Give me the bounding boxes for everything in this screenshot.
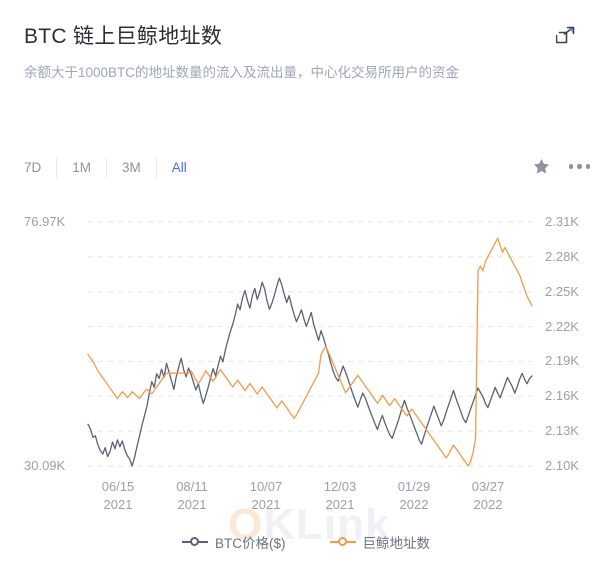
legend-item-btc-price[interactable]: BTC价格($) — [182, 532, 286, 552]
legend-marker-icon — [329, 536, 356, 548]
x-axis-labels: 06/15 2021 08/11 2021 10/07 2021 12/03 2021 01/2… — [0, 478, 612, 524]
x-axis-tick-date: 06/15 — [101, 479, 135, 494]
external-link-icon[interactable] — [556, 26, 576, 46]
star-icon[interactable] — [532, 157, 551, 176]
page-subtitle: 余额大于1000BTC的地址数量的流入及流出量，中心化交易所用户的资金 — [24, 65, 460, 80]
legend-dot — [337, 537, 347, 546]
card-tools — [532, 157, 590, 176]
x-axis-tick-year: 2021 — [325, 497, 355, 512]
chart-legend: BTC价格($) 巨鲸地址数 — [0, 532, 612, 552]
tab-3m[interactable]: 3M — [106, 158, 156, 178]
chart-plot-area: OKLink — [0, 200, 612, 549]
y-axis-right-tick: 2.25K — [545, 283, 579, 299]
x-axis-tick: 03/27 2022 — [458, 478, 518, 514]
x-axis-tick-year: 2022 — [399, 497, 429, 512]
y-axis-right-tick: 2.16K — [545, 388, 579, 404]
dot — [568, 164, 573, 169]
y-axis-left-tick: 76.97K — [24, 214, 66, 229]
x-axis-tick-date: 03/27 — [471, 479, 505, 494]
y-axis-right-tick: 2.31K — [545, 214, 579, 229]
x-axis-tick: 08/11 2021 — [162, 478, 222, 514]
x-axis-tick: 06/15 2021 — [88, 478, 148, 514]
y-axis-right-tick: 2.13K — [545, 423, 579, 439]
x-axis-tick-date: 10/07 — [249, 479, 283, 494]
y-axis-right-tick: 2.10K — [545, 458, 579, 473]
range-tabs: 7D 1M 3M All — [24, 158, 202, 178]
dot — [577, 164, 582, 169]
legend-label: 巨鲸地址数 — [362, 536, 431, 551]
chart-svg — [87, 221, 533, 467]
dot — [585, 164, 590, 169]
y-axis-right-tick: 2.19K — [545, 353, 579, 369]
series-line-btc-price — [87, 277, 533, 467]
legend-marker-icon — [182, 536, 208, 548]
x-axis-tick-date: 01/29 — [397, 479, 431, 494]
ellipsis-icon[interactable] — [568, 157, 590, 176]
series-line-whale-addresses — [87, 237, 533, 467]
x-axis-tick-year: 2022 — [473, 497, 503, 512]
x-axis-tick-date: 12/03 — [323, 479, 357, 494]
legend-item-whale-addresses[interactable]: 巨鲸地址数 — [329, 532, 431, 552]
tab-all[interactable]: All — [155, 158, 202, 178]
page-title: BTC 链上巨鲸地址数 — [24, 25, 223, 48]
x-axis-tick-year: 2021 — [251, 497, 281, 512]
x-axis-tick-year: 2021 — [177, 497, 207, 512]
legend-label: BTC价格($) — [215, 536, 286, 551]
x-axis-tick: 01/29 2022 — [384, 478, 444, 514]
x-axis-tick: 12/03 2021 — [310, 478, 370, 514]
legend-dot — [190, 537, 199, 546]
y-axis-right-tick: 2.22K — [545, 318, 579, 334]
y-axis-left-tick: 30.09K — [24, 458, 66, 473]
tab-1m[interactable]: 1M — [56, 158, 106, 178]
x-axis-tick-year: 2021 — [103, 497, 133, 512]
y-axis-right-tick: 2.28K — [545, 248, 579, 264]
tab-7d[interactable]: 7D — [24, 160, 42, 175]
x-axis-tick-date: 08/11 — [176, 479, 208, 494]
x-axis-tick: 10/07 2021 — [236, 478, 296, 514]
